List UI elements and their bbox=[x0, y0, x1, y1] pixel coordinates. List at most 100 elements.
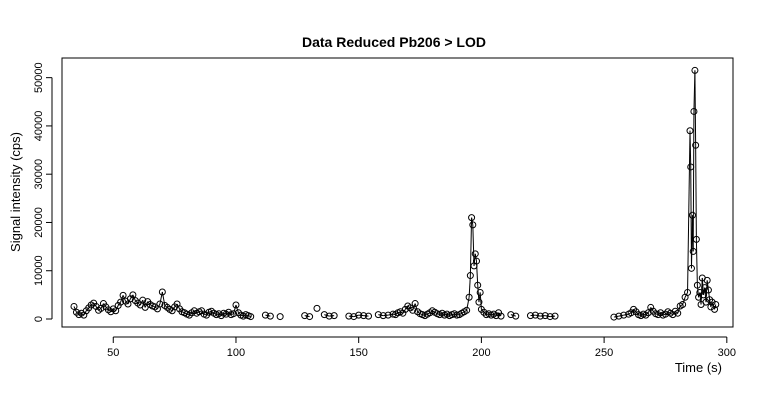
data-point bbox=[156, 300, 164, 308]
data-point bbox=[610, 313, 618, 321]
data-point bbox=[693, 281, 701, 289]
series-line-segment bbox=[650, 307, 654, 312]
series-line-segment bbox=[233, 304, 237, 314]
data-point bbox=[129, 291, 137, 299]
series-line-segment bbox=[265, 314, 271, 317]
y-tick-label: 40000 bbox=[33, 111, 45, 142]
series-line-segment bbox=[90, 302, 94, 306]
data-point bbox=[712, 301, 720, 309]
data-point bbox=[365, 312, 373, 320]
series-line-segment bbox=[161, 291, 166, 306]
series-points bbox=[70, 66, 720, 321]
data-point bbox=[687, 264, 695, 272]
series-line-segment bbox=[108, 309, 112, 313]
data-point bbox=[468, 214, 476, 222]
data-point bbox=[704, 286, 712, 294]
data-point bbox=[355, 311, 363, 319]
data-point bbox=[649, 307, 657, 315]
data-point bbox=[531, 311, 539, 319]
data-point bbox=[497, 312, 505, 320]
series-line-segment bbox=[191, 310, 195, 314]
series-line-segment bbox=[473, 253, 476, 266]
data-point bbox=[703, 276, 711, 284]
data-point bbox=[350, 313, 358, 321]
series-line-segment bbox=[130, 294, 134, 299]
data-point bbox=[690, 107, 698, 115]
data-point bbox=[700, 291, 708, 299]
data-point bbox=[185, 311, 193, 319]
data-point bbox=[475, 298, 483, 306]
series-line-segment bbox=[159, 291, 163, 305]
series-line-segment bbox=[203, 313, 207, 316]
data-point bbox=[546, 313, 554, 321]
series-line-segment bbox=[471, 217, 474, 225]
data-point bbox=[536, 312, 544, 320]
data-point bbox=[234, 309, 242, 317]
data-point bbox=[674, 309, 682, 317]
series-line-segment bbox=[378, 314, 384, 317]
data-point bbox=[409, 306, 417, 314]
series-line-segment bbox=[692, 111, 695, 252]
data-point bbox=[474, 281, 482, 289]
data-point bbox=[313, 304, 321, 312]
data-point bbox=[512, 312, 520, 320]
data-point bbox=[117, 298, 125, 306]
data-point bbox=[661, 310, 669, 318]
x-tick-label: 50 bbox=[107, 347, 119, 359]
data-point bbox=[526, 312, 534, 320]
x-tick-label: 250 bbox=[595, 347, 613, 359]
y-tick-label: 30000 bbox=[33, 159, 45, 190]
series-line-segment bbox=[706, 280, 709, 291]
data-point bbox=[541, 312, 549, 320]
data-point bbox=[261, 311, 269, 319]
data-point bbox=[642, 311, 650, 319]
series-line-segment bbox=[623, 313, 629, 316]
series-line-segment bbox=[695, 145, 697, 240]
data-point bbox=[684, 288, 692, 296]
data-point bbox=[679, 301, 687, 309]
x-axis: 50 100 150 200 250 300 bbox=[107, 336, 736, 359]
data-point bbox=[345, 312, 353, 320]
series-line-segment bbox=[689, 130, 692, 167]
chart-title: Data Reduced Pb206 > LOD bbox=[302, 34, 486, 50]
series-line-segment bbox=[112, 308, 117, 312]
data-point bbox=[465, 293, 473, 301]
data-point bbox=[325, 312, 333, 320]
data-point bbox=[466, 272, 474, 280]
y-tick-label: 0 bbox=[33, 316, 45, 322]
data-point bbox=[330, 312, 338, 320]
data-point bbox=[276, 313, 284, 321]
series-line-segment bbox=[120, 295, 124, 303]
data-point bbox=[139, 296, 147, 304]
data-point bbox=[384, 311, 392, 319]
data-point bbox=[657, 309, 665, 317]
data-point bbox=[688, 211, 696, 219]
data-point bbox=[131, 297, 139, 305]
data-point bbox=[615, 312, 623, 320]
series-line-segment bbox=[142, 300, 146, 308]
data-point bbox=[507, 311, 515, 319]
series-line-segment bbox=[169, 308, 173, 312]
data-point bbox=[480, 308, 488, 316]
data-point bbox=[217, 312, 225, 320]
series-line-segment bbox=[662, 313, 666, 316]
data-point bbox=[320, 311, 328, 319]
data-point bbox=[471, 250, 479, 258]
data-point bbox=[306, 313, 314, 321]
series-line-segment bbox=[235, 304, 239, 313]
data-point bbox=[691, 66, 699, 74]
series-line-segment bbox=[695, 239, 698, 286]
series-line-segment bbox=[468, 275, 471, 298]
data-point bbox=[119, 291, 127, 299]
series-line-segment bbox=[137, 302, 141, 306]
data-point bbox=[360, 312, 368, 320]
series-line-segment bbox=[304, 315, 310, 318]
data-point bbox=[190, 307, 198, 315]
y-axis-label: Signal intensity (cps) bbox=[8, 132, 23, 252]
series-line-segment bbox=[98, 307, 102, 311]
series-line-segment bbox=[628, 312, 632, 315]
series-line-segment bbox=[407, 305, 411, 309]
data-point bbox=[551, 312, 559, 320]
series-line-segment bbox=[694, 70, 697, 146]
